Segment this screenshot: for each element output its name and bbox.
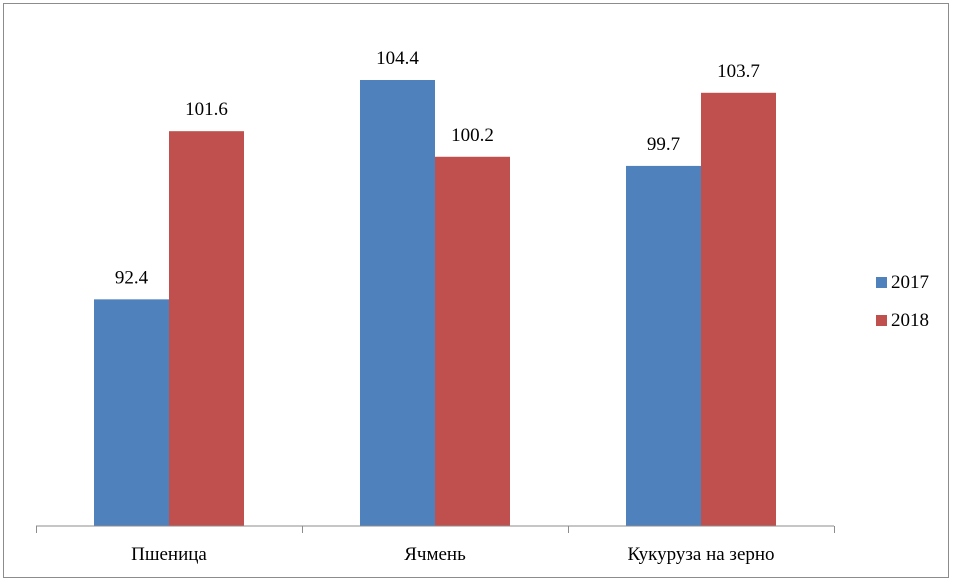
data-label-2018-0: 101.6 — [185, 99, 228, 120]
category-labels: Пшеница Ячмень Кукуруза на зерно — [131, 544, 774, 565]
legend-label-2018: 2018 — [891, 310, 929, 331]
data-label-2017-2: 99.7 — [647, 134, 680, 155]
bar-2017-0 — [94, 299, 169, 526]
data-label-2017-1: 104.4 — [376, 48, 419, 69]
data-label-2017-0: 92.4 — [115, 267, 149, 288]
category-label-2: Кукуруза на зерно — [627, 544, 774, 565]
data-label-2018-2: 103.7 — [717, 61, 760, 82]
bars-layer — [94, 80, 776, 527]
legend-swatch-2018 — [876, 315, 887, 326]
bar-2018-2 — [701, 92, 776, 527]
bar-2017-2 — [626, 165, 701, 526]
category-label-1: Ячмень — [404, 544, 466, 565]
legend-swatch-2017 — [876, 277, 887, 288]
value-labels-layer: 92.4 101.6 104.4 100.2 99.7 103.7 — [115, 48, 760, 288]
data-label-2018-1: 100.2 — [451, 125, 494, 146]
category-label-0: Пшеница — [131, 544, 207, 565]
bar-2017-1 — [360, 80, 435, 526]
legend: 2017 2018 — [876, 272, 929, 331]
bar-2018-1 — [435, 156, 510, 526]
bar-2018-0 — [169, 131, 244, 526]
legend-label-2017: 2017 — [891, 272, 929, 293]
x-axis-ticks — [36, 526, 835, 533]
